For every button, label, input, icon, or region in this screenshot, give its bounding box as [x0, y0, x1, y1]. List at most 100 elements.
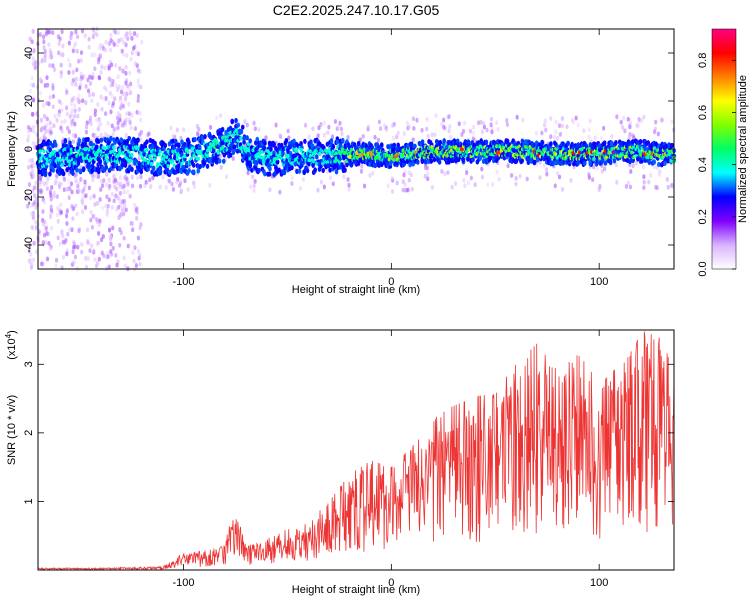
spectrum-cell — [109, 235, 113, 241]
spectrum-cell — [638, 139, 643, 145]
snr-plot-area — [38, 330, 674, 570]
spectrum-cell — [462, 120, 467, 126]
spectrum-cell — [316, 133, 320, 138]
spectrogram-xlabel: Height of straight line (km) — [292, 284, 420, 296]
spectrum-cell — [48, 246, 53, 252]
spectrum-cell — [90, 224, 95, 230]
spectrum-cell — [31, 257, 36, 263]
spectrum-cell — [121, 199, 125, 205]
spectrum-cell — [54, 257, 59, 263]
spectrum-cell — [67, 129, 72, 135]
spectrum-cell — [206, 153, 210, 158]
spectrum-cell — [88, 81, 93, 86]
spectrum-cell — [166, 164, 170, 169]
spectrum-cell — [312, 159, 316, 164]
spectrum-cell — [319, 121, 323, 127]
spectrum-cell — [179, 187, 183, 193]
spectrum-cell — [87, 36, 91, 42]
spectrum-cell — [68, 159, 72, 164]
spectrum-cell — [127, 101, 131, 107]
spectrum-cell — [99, 94, 103, 100]
spectrum-cell — [126, 243, 130, 249]
spectrum-cell — [41, 209, 45, 214]
spectrum-cell — [144, 179, 148, 185]
spectrum-cell — [642, 179, 646, 185]
spectrum-cell — [96, 260, 100, 266]
spectrum-cell — [102, 96, 106, 102]
spectrum-cell — [600, 158, 605, 164]
spectrum-cell — [138, 111, 142, 116]
spectrum-cell — [626, 180, 631, 186]
spectrum-cell — [239, 136, 243, 141]
spectrum-cell — [47, 42, 51, 48]
snr-scale-exponent: 4 — [4, 333, 13, 338]
colorbar-tick-label: 0.0 — [697, 261, 709, 276]
spectrum-cell — [97, 123, 101, 129]
spectrum-cell — [71, 216, 75, 222]
spectrum-cell — [554, 119, 558, 125]
spectrum-cell — [109, 135, 113, 141]
spectrum-cell — [95, 144, 99, 150]
spectrum-cell — [495, 169, 499, 175]
spectrum-cell — [512, 141, 517, 147]
spectrum-cell — [67, 195, 71, 201]
spectrum-cell — [558, 131, 563, 137]
spectrum-cell — [446, 170, 450, 175]
spectrum-cell — [73, 254, 78, 260]
spectrum-cell — [462, 177, 466, 183]
spectrum-cell — [114, 63, 118, 68]
spectrum-cell — [646, 155, 650, 160]
spectrum-cell — [626, 139, 631, 145]
spectrum-cell — [520, 158, 524, 164]
spectrum-cell — [317, 125, 321, 131]
spectrum-cell — [143, 183, 147, 189]
spectrum-cell — [657, 172, 661, 178]
spectrum-cell — [315, 154, 319, 160]
y-tick-label: -40 — [23, 237, 35, 253]
spectrum-cell — [307, 161, 311, 167]
spectrum-cell — [571, 119, 575, 125]
spectrum-cell — [356, 140, 361, 147]
spectrum-cell — [629, 169, 633, 174]
spectrum-cell — [126, 189, 130, 195]
spectrum-cell — [92, 193, 96, 199]
spectrum-cell — [425, 117, 429, 122]
spectrum-cell — [525, 176, 529, 182]
spectrum-cell — [198, 163, 202, 170]
spectrum-cell — [136, 78, 140, 84]
spectrum-cell — [402, 131, 406, 136]
spectrum-cell — [448, 124, 452, 129]
spectrum-cell — [185, 160, 189, 167]
spectrum-cell — [54, 178, 58, 184]
spectrum-cell — [73, 244, 77, 250]
spectrum-cell — [506, 163, 510, 169]
spectrum-cell — [128, 193, 132, 199]
spectrum-cell — [36, 238, 41, 244]
spectrum-cell — [122, 211, 126, 217]
spectrum-cell — [115, 42, 120, 48]
spectrum-cell — [468, 128, 473, 134]
spectrum-cell — [87, 158, 92, 163]
spectrum-cell — [297, 168, 302, 174]
spectrum-cell — [224, 174, 229, 180]
spectrum-cell — [612, 158, 617, 164]
spectrum-cell — [342, 174, 346, 180]
spectrum-cell — [457, 121, 461, 127]
spectrum-cell — [542, 162, 546, 168]
spectrum-cell — [61, 43, 65, 49]
spectrum-cell — [56, 206, 60, 212]
spectrum-cell — [135, 109, 139, 115]
spectrum-cell — [75, 67, 79, 73]
spectrum-cell — [92, 248, 96, 254]
spectrum-cell — [43, 57, 47, 63]
spectrum-cell — [329, 138, 334, 144]
spectrum-cell — [669, 158, 673, 163]
spectrum-cell — [72, 260, 76, 265]
spectrum-cell — [221, 158, 226, 164]
spectrum-peak — [459, 147, 465, 152]
spectrum-cell — [32, 48, 36, 53]
spectrum-cell — [426, 171, 430, 177]
spectrum-cell — [610, 134, 614, 139]
spectrum-cell — [99, 187, 103, 192]
spectrum-cell — [48, 120, 52, 126]
